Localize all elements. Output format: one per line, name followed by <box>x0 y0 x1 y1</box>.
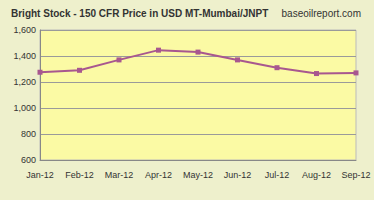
svg-text:1,000: 1,000 <box>13 103 36 113</box>
svg-text:Apr-12: Apr-12 <box>145 170 172 180</box>
svg-text:Sep-12: Sep-12 <box>341 170 370 180</box>
svg-text:800: 800 <box>21 129 36 139</box>
svg-text:1,200: 1,200 <box>13 77 36 87</box>
svg-text:Jan-12: Jan-12 <box>26 170 54 180</box>
svg-text:600: 600 <box>21 155 36 165</box>
svg-text:Jul-12: Jul-12 <box>265 170 290 180</box>
svg-text:baseoilreport.com: baseoilreport.com <box>282 8 361 19</box>
svg-text:Feb-12: Feb-12 <box>65 170 94 180</box>
svg-text:Bright Stock - 150 CFR Price i: Bright Stock - 150 CFR Price in USD MT-M… <box>11 8 268 19</box>
svg-text:Mar-12: Mar-12 <box>105 170 134 180</box>
svg-text:Jun-12: Jun-12 <box>224 170 252 180</box>
svg-text:1,600: 1,600 <box>13 25 36 35</box>
svg-text:1,400: 1,400 <box>13 51 36 61</box>
svg-text:Aug-12: Aug-12 <box>302 170 331 180</box>
svg-text:May-12: May-12 <box>183 170 213 180</box>
